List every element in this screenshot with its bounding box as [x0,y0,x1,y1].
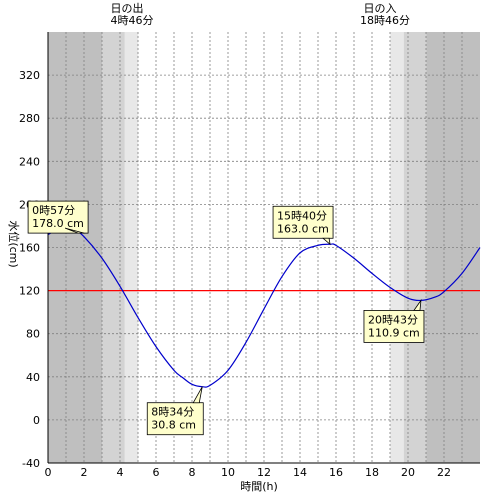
y-tick-label: 320 [19,69,40,82]
y-axis-label: 水位(cm) [7,220,21,267]
x-tick-label: 16 [329,466,343,479]
sunset-title: 日の入 [364,2,397,15]
y-tick-label: 80 [26,328,40,341]
x-tick-label: 14 [293,466,307,479]
twilight-dark-band-evening [403,32,427,463]
sunrise-time: 4時46分 [111,14,154,27]
x-tick-label: 4 [117,466,124,479]
y-tick-label: 120 [19,285,40,298]
callout-box [272,205,334,239]
x-tick-label: 2 [81,466,88,479]
sunset-time: 18時46分 [360,14,410,27]
y-tick-label: 40 [26,371,40,384]
callout-pointer [413,298,422,311]
callout-value: 163.0 cm [277,222,329,235]
y-tick-label: 0 [33,414,40,427]
callout-time: 15時40分 [277,209,327,222]
x-tick-label: 18 [365,466,379,479]
callout-box [363,310,425,343]
x-tick-label: 0 [45,466,52,479]
series-group [47,227,481,388]
callout-pointer [321,237,331,246]
y-tick-label: 240 [19,155,40,168]
x-tick-label: 6 [153,466,160,479]
x-tick-label: 22 [437,466,451,479]
callout-pointer [64,227,85,234]
x-tick-label: 10 [221,466,235,479]
y-tick-label: -40 [22,457,40,470]
x-axis-label: 時間(h) [240,480,278,493]
grid-lines [48,32,480,463]
sunrise-title: 日の出 [111,1,144,15]
x-tick-label: 20 [401,466,415,479]
callout-pointer [192,386,203,404]
callout-value: 110.9 cm [368,326,420,339]
callout-value: 178.0 cm [32,217,84,230]
callout-box [146,402,204,436]
plot-frame [47,32,480,464]
callout-time: 20時43分 [368,313,418,326]
y-tick-label: 280 [19,112,40,125]
x-tick-label: 8 [189,466,196,479]
twilight-light-band-morning [124,32,139,463]
callout-time: 8時34分 [151,406,194,419]
x-tick-label: 12 [257,466,271,479]
y-tick-label: 160 [19,242,40,255]
callout-value: 30.8 cm [151,419,196,432]
callout-box [27,200,89,234]
tide-level-line [47,227,481,388]
callout-time: 0時57分 [32,204,75,217]
